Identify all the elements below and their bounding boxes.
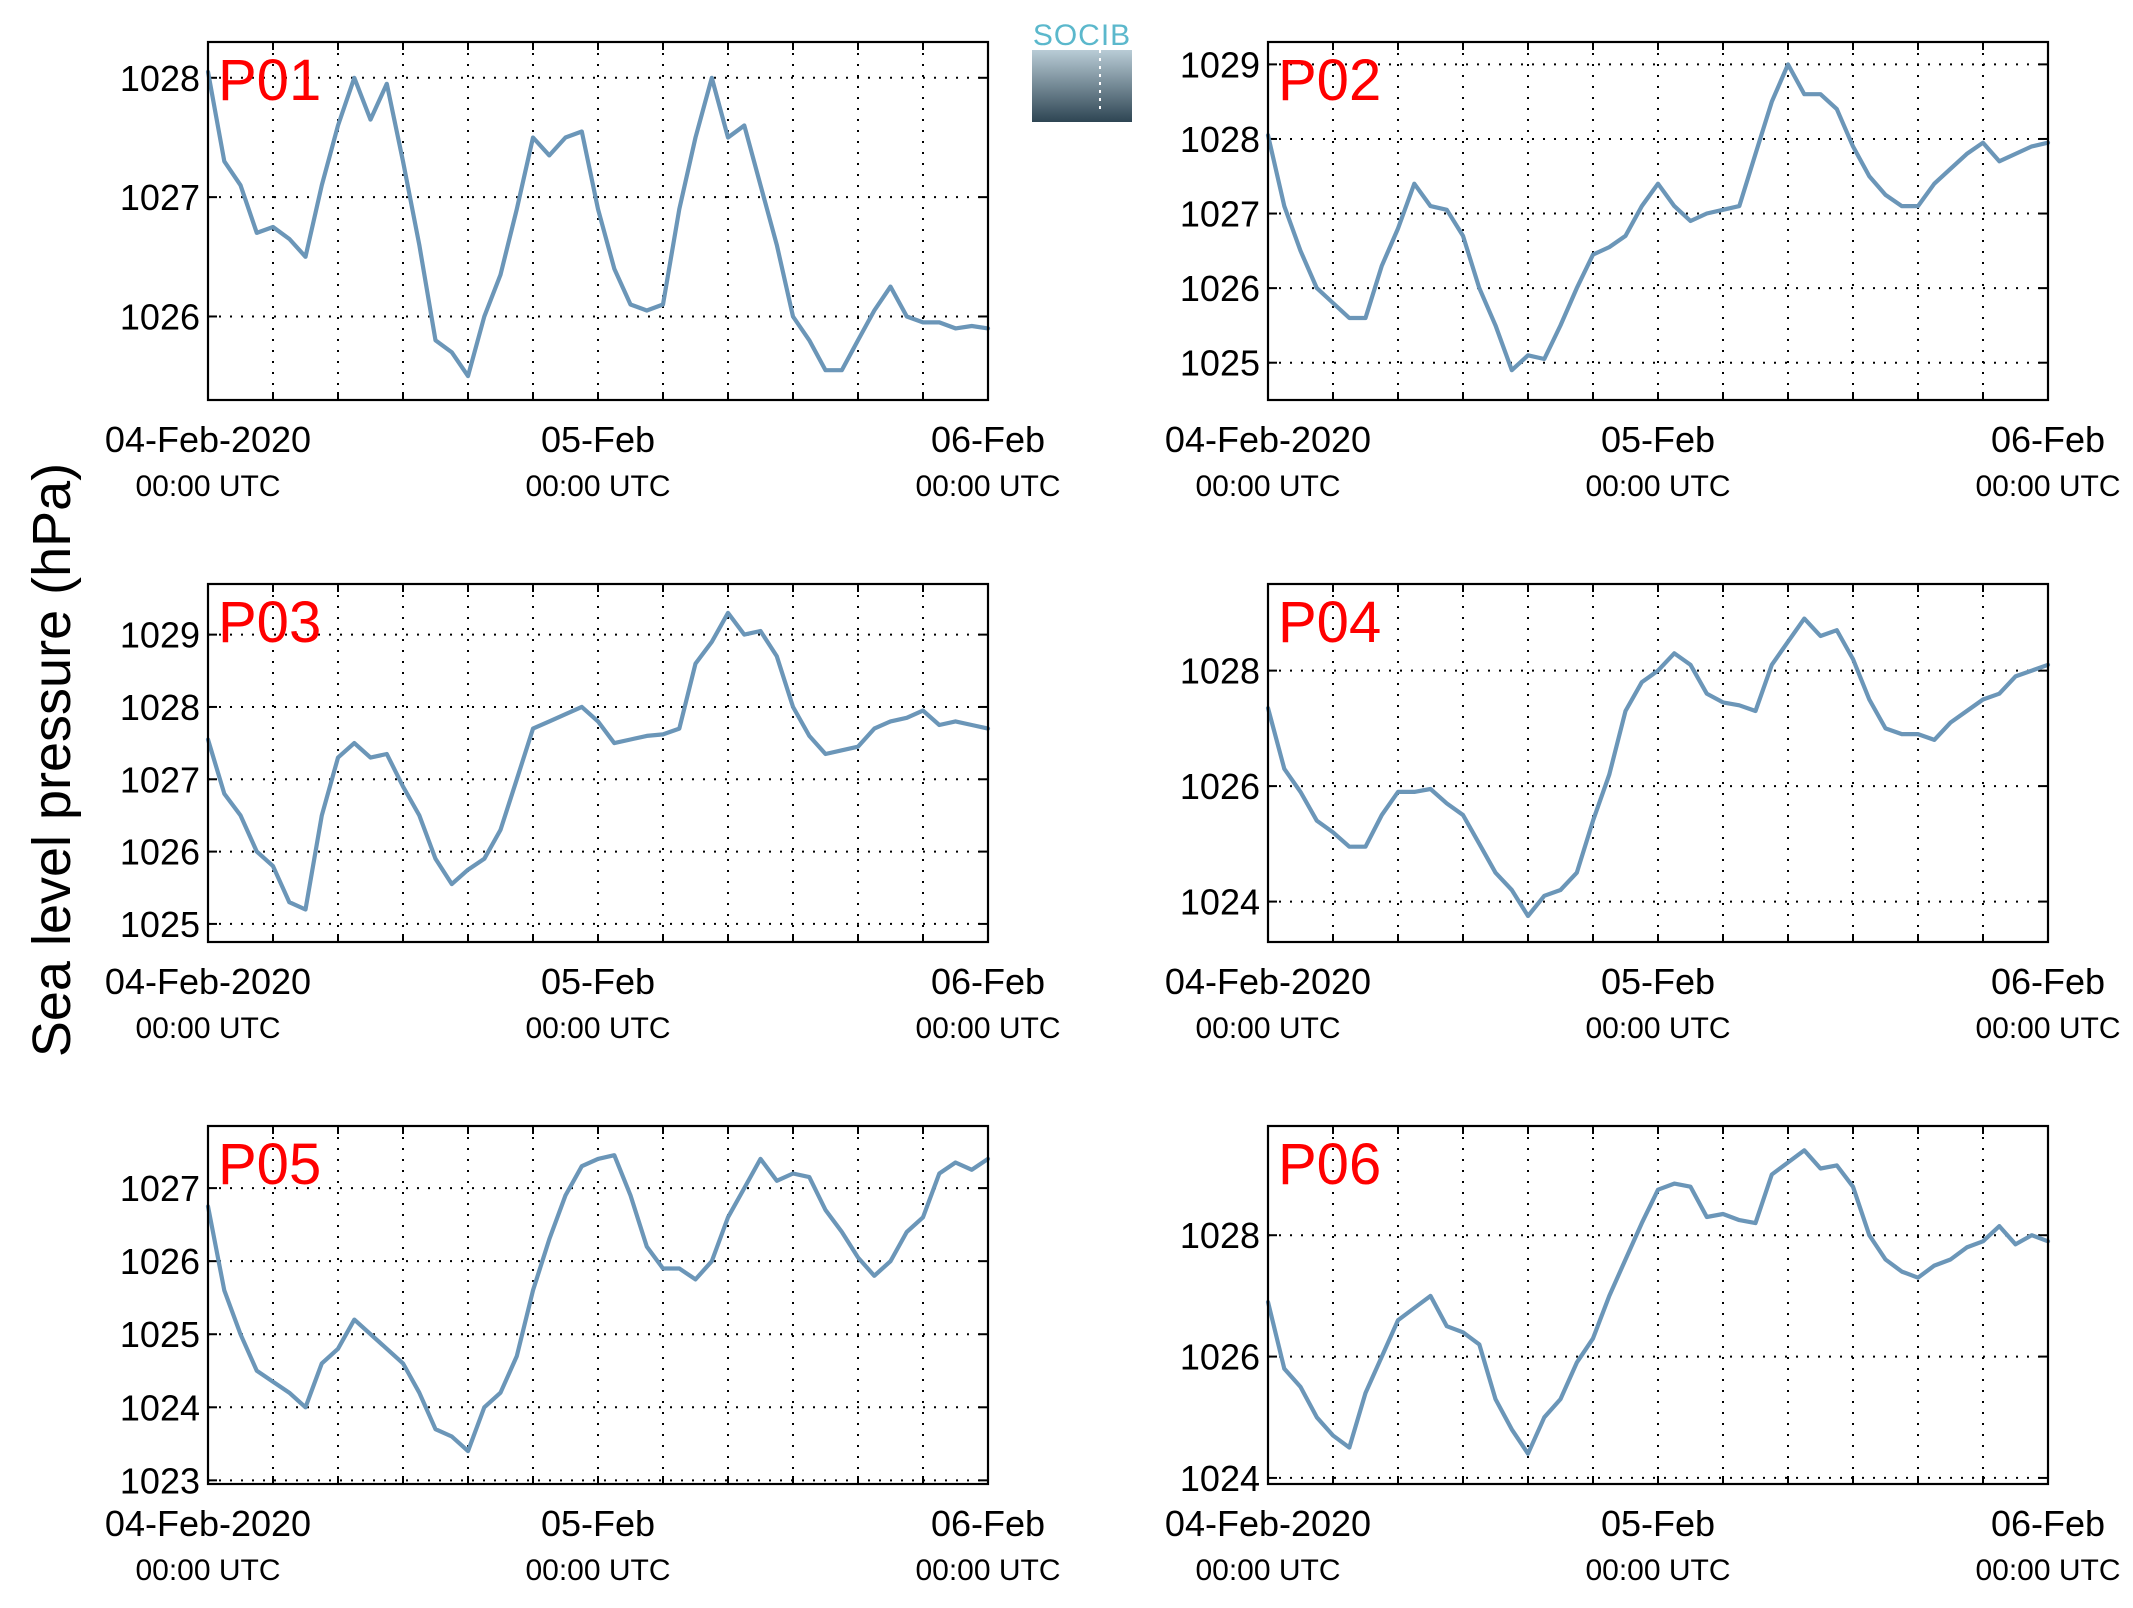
x-tick-sublabel: 00:00 UTC [135, 470, 280, 503]
y-tick-label: 1028 [120, 58, 200, 99]
x-tick-sublabel: 00:00 UTC [135, 1012, 280, 1045]
x-tick-label: 05-Feb [1601, 419, 1715, 460]
x-tick-label: 05-Feb [541, 961, 655, 1002]
plot-frame [206, 1124, 990, 1486]
panel-p02: 1025 1026 1027 1028 1029 04-Feb-2020 00:00 UTC… [1165, 40, 2121, 503]
y-tick-label: 1027 [120, 177, 200, 218]
plot-frame [1266, 40, 2050, 402]
x-tick-label: 05-Feb [1601, 1503, 1715, 1544]
x-tick-label: 06-Feb [1991, 419, 2105, 460]
x-tick-label: 06-Feb [1991, 1503, 2105, 1544]
y-tick-label: 1027 [120, 759, 200, 800]
x-tick-sublabel: 00:00 UTC [1975, 470, 2120, 503]
y-tick-label: 1024 [1180, 882, 1260, 923]
x-tick-sublabel: 00:00 UTC [1585, 470, 1730, 503]
x-tick-sublabel: 00:00 UTC [915, 1554, 1060, 1587]
panel-p01: 1026 1027 1028 04-Feb-2020 00:00 UTC 05-Feb 00… [105, 40, 1061, 503]
y-tick-label: 1029 [120, 615, 200, 656]
panel-label-p04: P04 [1278, 590, 1381, 655]
y-tick-label: 1024 [1180, 1458, 1260, 1499]
panel-p05: 1023 1024 1025 1026 1027 04-Feb-2020 00:00 UTC… [105, 1124, 1061, 1587]
plot-frame [206, 582, 990, 944]
x-tick-label: 04-Feb-2020 [105, 961, 311, 1002]
y-tick-label: 1025 [120, 904, 200, 945]
x-tick-label: 05-Feb [1601, 961, 1715, 1002]
y-axis-label: Sea level pressure (hPa) [22, 463, 82, 1057]
x-tick-sublabel: 00:00 UTC [1195, 470, 1340, 503]
y-tick-label: 1026 [1180, 766, 1260, 807]
panels: 1026 1027 1028 04-Feb-2020 00:00 UTC 05-Feb 00… [105, 40, 2121, 1587]
y-tick-label: 1025 [120, 1314, 200, 1355]
panel-label-p06: P06 [1278, 1132, 1381, 1197]
x-tick-sublabel: 00:00 UTC [1585, 1554, 1730, 1587]
panel-label-p02: P02 [1278, 48, 1381, 113]
plot-frame [1266, 1124, 2050, 1486]
x-tick-label: 04-Feb-2020 [105, 419, 311, 460]
y-tick-label: 1028 [120, 687, 200, 728]
y-tick-label: 1026 [1180, 268, 1260, 309]
panel-p03: 1025 1026 1027 1028 1029 04-Feb-2020 00:00 UTC… [105, 582, 1061, 1045]
y-tick-label: 1026 [120, 832, 200, 873]
y-tick-label: 1027 [120, 1168, 200, 1209]
x-tick-sublabel: 00:00 UTC [525, 1554, 670, 1587]
panel-p06: 1024 1026 1028 04-Feb-2020 00:00 UTC 05-Feb 00… [1165, 1124, 2121, 1587]
x-tick-label: 06-Feb [931, 1503, 1045, 1544]
panel-label-p05: P05 [218, 1132, 321, 1197]
series-line-p05 [205, 1153, 991, 1454]
x-tick-sublabel: 00:00 UTC [1195, 1554, 1340, 1587]
y-tick-label: 1023 [120, 1460, 200, 1501]
panel-label-p01: P01 [218, 48, 321, 113]
series-line-p02 [1265, 62, 2051, 373]
socib-logo: SOCIB [1032, 19, 1132, 122]
x-tick-sublabel: 00:00 UTC [915, 470, 1060, 503]
x-tick-label: 06-Feb [931, 961, 1045, 1002]
series-line-p03 [205, 610, 991, 912]
x-tick-label: 04-Feb-2020 [1165, 1503, 1371, 1544]
y-tick-label: 1024 [120, 1387, 200, 1428]
series-line-p04 [1265, 616, 2051, 919]
x-tick-label: 06-Feb [1991, 961, 2105, 1002]
x-tick-sublabel: 00:00 UTC [525, 470, 670, 503]
x-tick-label: 05-Feb [541, 1503, 655, 1544]
y-tick-label: 1028 [1180, 651, 1260, 692]
plot-frame [1266, 582, 2050, 944]
y-tick-label: 1026 [120, 296, 200, 337]
plot-frame [206, 40, 990, 402]
y-tick-label: 1028 [1180, 119, 1260, 160]
x-tick-sublabel: 00:00 UTC [1975, 1012, 2120, 1045]
x-tick-sublabel: 00:00 UTC [1975, 1554, 2120, 1587]
y-tick-label: 1029 [1180, 44, 1260, 85]
x-tick-label: 04-Feb-2020 [1165, 419, 1371, 460]
x-tick-sublabel: 00:00 UTC [1195, 1012, 1340, 1045]
x-tick-sublabel: 00:00 UTC [135, 1554, 280, 1587]
y-tick-label: 1026 [120, 1241, 200, 1282]
x-tick-sublabel: 00:00 UTC [525, 1012, 670, 1045]
x-tick-label: 06-Feb [931, 419, 1045, 460]
x-tick-label: 04-Feb-2020 [105, 1503, 311, 1544]
y-tick-label: 1027 [1180, 194, 1260, 235]
x-tick-sublabel: 00:00 UTC [1585, 1012, 1730, 1045]
series-line-p06 [1265, 1148, 2051, 1456]
logo-text: SOCIB [1033, 19, 1131, 52]
logo-badge [1032, 50, 1132, 122]
y-tick-label: 1026 [1180, 1337, 1260, 1378]
x-tick-label: 05-Feb [541, 419, 655, 460]
y-tick-label: 1025 [1180, 343, 1260, 384]
series-line-p01 [205, 69, 991, 379]
x-tick-label: 04-Feb-2020 [1165, 961, 1371, 1002]
y-tick-label: 1028 [1180, 1215, 1260, 1256]
panel-label-p03: P03 [218, 590, 321, 655]
panel-p04: 1024 1026 1028 04-Feb-2020 00:00 UTC 05-Feb 00… [1165, 582, 2121, 1045]
x-tick-sublabel: 00:00 UTC [915, 1012, 1060, 1045]
